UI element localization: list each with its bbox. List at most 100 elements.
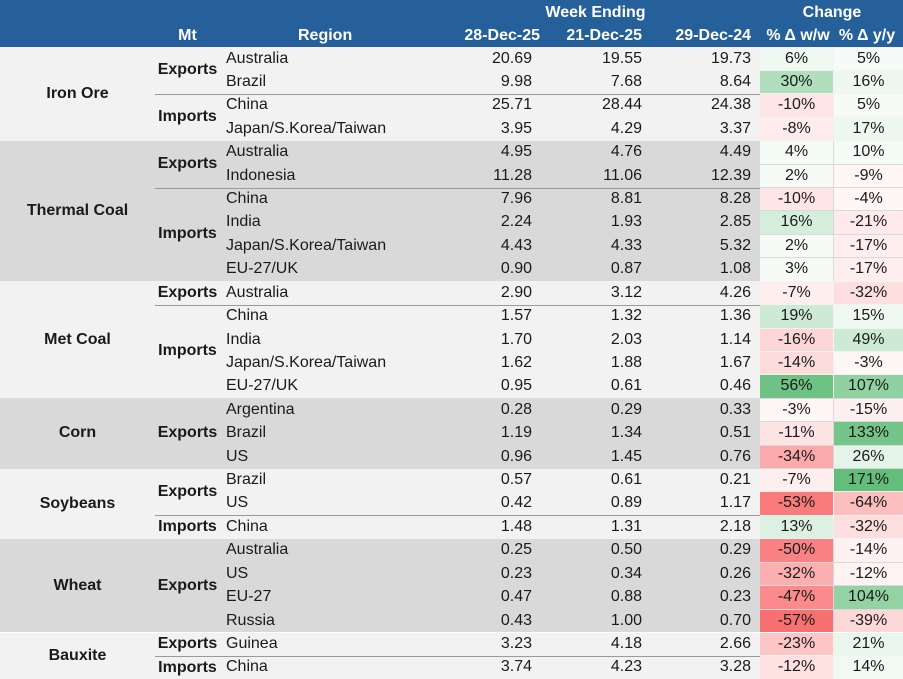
value-date-1: 0.43: [500, 611, 532, 629]
change-ww-cell: -34%: [760, 445, 833, 469]
commodity-label: Iron Ore: [46, 84, 109, 102]
subgroup-divider: [155, 187, 760, 189]
value-date-1: 0.95: [500, 377, 532, 395]
change-yy-cell: 133%: [834, 422, 903, 445]
col-date-3-heading: 29-Dec-24: [675, 27, 751, 44]
value-date-1: 0.57: [500, 471, 532, 489]
commodity-label: Thermal Coal: [26, 201, 129, 219]
change-yy-cell: 49%: [834, 328, 903, 351]
change-yy-cell: -3%: [834, 351, 903, 375]
change-ww-cell: -14%: [760, 351, 833, 375]
change-yy-cell: -17%: [834, 258, 903, 281]
value-date-3: 8.28: [719, 190, 751, 208]
table-header: Week Ending Change Mt Region 28-Dec-25 2…: [0, 0, 903, 47]
region-cell: China: [226, 190, 268, 208]
value-date-3: 24.38: [710, 96, 751, 114]
value-date-2: 4.23: [610, 658, 642, 676]
subgroup-divider: [155, 515, 760, 517]
value-date-3: 0.33: [719, 400, 751, 418]
value-date-2: 0.89: [610, 494, 642, 512]
flow-label: Exports: [157, 424, 218, 442]
value-date-2: 0.87: [610, 260, 642, 278]
value-date-3: 3.37: [719, 119, 751, 137]
change-yy-cell: -15%: [834, 398, 903, 422]
value-date-1: 1.48: [500, 517, 532, 535]
col-yy-heading: % Δ y/y: [838, 27, 896, 44]
change-yy-cell: 14%: [834, 656, 903, 679]
change-ww-cell: 4%: [760, 141, 833, 164]
value-date-3: 1.67: [719, 353, 751, 371]
value-date-2: 4.76: [610, 143, 642, 161]
value-date-2: 4.18: [610, 635, 642, 652]
value-date-2: 3.12: [610, 283, 642, 301]
value-date-2: 0.34: [610, 564, 642, 582]
change-ww-cell: -53%: [760, 492, 833, 515]
value-date-3: 1.17: [719, 494, 751, 512]
change-yy-cell: -17%: [834, 234, 903, 258]
commodity-label: Corn: [58, 424, 97, 442]
value-date-2: 19.55: [601, 49, 642, 67]
change-ww-cell: -50%: [760, 539, 833, 562]
commodity-label: Soybeans: [39, 494, 116, 512]
change-ww-cell: -16%: [760, 328, 833, 351]
region-cell: Australia: [226, 541, 289, 559]
value-date-1: 3.74: [500, 658, 532, 676]
group-band: [0, 398, 903, 469]
value-date-3: 5.32: [719, 236, 751, 254]
value-date-3: 4.49: [719, 143, 751, 161]
value-date-1: 2.24: [500, 213, 532, 231]
change-ww-cell: -10%: [760, 94, 833, 117]
value-date-3: 0.70: [719, 611, 751, 629]
value-date-3: 0.26: [719, 564, 751, 582]
change-ww-cell: 3%: [760, 258, 833, 281]
change-ww-cell: -57%: [760, 609, 833, 632]
value-date-2: 0.61: [610, 377, 642, 395]
flow-label: Imports: [158, 658, 217, 676]
region-cell: India: [226, 330, 261, 348]
value-date-1: 0.23: [500, 564, 532, 582]
change-heading: Change: [802, 4, 862, 21]
value-date-2: 4.33: [610, 236, 642, 254]
value-date-2: 2.03: [610, 330, 642, 348]
value-date-2: 0.50: [610, 541, 642, 559]
region-cell: US: [226, 447, 249, 465]
change-yy-cell: -9%: [834, 164, 903, 187]
change-yy-cell: 104%: [834, 586, 903, 609]
value-date-2: 1.93: [610, 213, 642, 231]
change-yy-cell: 171%: [834, 469, 903, 492]
value-date-1: 25.71: [491, 96, 532, 114]
change-ww-cell: 2%: [760, 164, 833, 187]
change-ww-cell: 2%: [760, 234, 833, 258]
flow-label: Imports: [158, 108, 217, 126]
value-date-1: 20.69: [491, 49, 532, 67]
change-yy-cell: -32%: [834, 515, 903, 539]
value-date-3: 0.76: [719, 447, 751, 465]
value-date-2: 8.81: [610, 190, 642, 208]
value-date-2: 1.88: [610, 353, 642, 371]
change-ww-cell: -7%: [760, 469, 833, 492]
value-date-2: 11.06: [603, 166, 642, 184]
region-cell: Australia: [226, 49, 289, 67]
flow-label: Exports: [157, 155, 218, 173]
change-ww-cell: 19%: [760, 305, 833, 328]
value-date-3: 2.85: [719, 213, 751, 231]
region-cell: Indonesia: [226, 166, 296, 184]
value-date-1: 0.25: [500, 541, 532, 559]
value-date-1: 1.19: [500, 424, 532, 442]
change-ww-cell: -47%: [760, 586, 833, 609]
value-date-3: 2.18: [719, 517, 751, 535]
value-date-3: 1.14: [719, 330, 751, 348]
flow-label: Exports: [157, 576, 218, 594]
value-date-2: 1.45: [610, 447, 642, 465]
region-cell: Brazil: [226, 72, 267, 90]
value-date-1: 7.96: [500, 190, 532, 208]
value-date-1: 0.42: [500, 494, 532, 512]
change-ww-cell: 56%: [760, 375, 833, 398]
value-date-1: 1.62: [500, 353, 532, 371]
subgroup-divider: [155, 93, 760, 95]
value-date-3: 1.36: [719, 307, 751, 325]
value-date-2: 1.32: [610, 307, 642, 325]
group-band: [0, 281, 903, 399]
value-date-1: 4.43: [500, 236, 532, 254]
group-band: [0, 632, 903, 679]
